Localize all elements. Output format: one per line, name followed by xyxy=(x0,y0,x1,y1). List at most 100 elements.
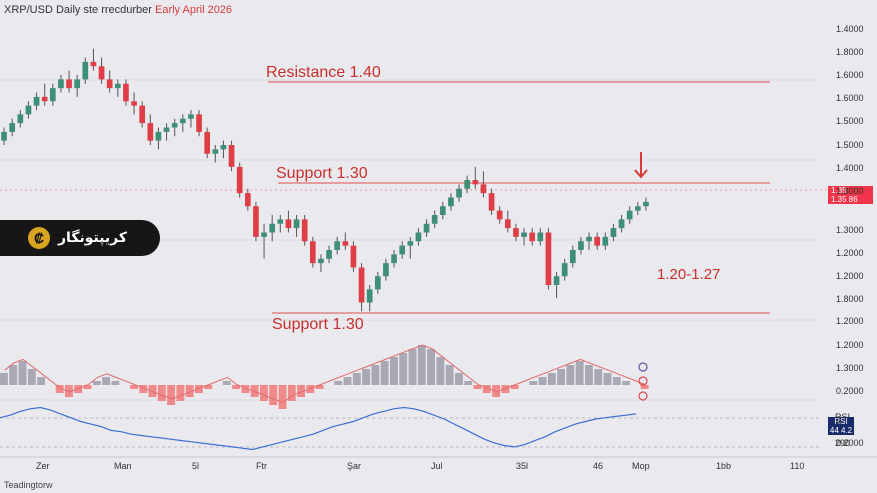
candle-body xyxy=(49,88,56,102)
macd-bar xyxy=(102,377,111,385)
macd-bar xyxy=(139,385,148,393)
x-axis-label: Jul xyxy=(431,461,443,471)
candle-body xyxy=(33,96,40,106)
candle-body xyxy=(634,206,641,211)
candle-body xyxy=(253,206,259,237)
candle-body xyxy=(366,289,373,303)
x-axis-label: 46 xyxy=(593,461,604,471)
candle-body xyxy=(504,219,511,229)
candle-body xyxy=(464,180,471,189)
candle-body xyxy=(163,127,170,132)
rsi-tag-line2: 44 4.2 xyxy=(829,426,853,435)
candle-body xyxy=(188,114,194,119)
candle-body xyxy=(618,219,625,229)
candle-body xyxy=(578,241,584,250)
macd-bar xyxy=(594,369,603,385)
macd-bar xyxy=(612,377,621,385)
macd-bar xyxy=(176,385,185,401)
candle-body xyxy=(293,219,300,229)
price-tag-line1: 1.35 xyxy=(831,186,847,195)
y-axis-label: 1.6000 xyxy=(836,93,864,103)
candle-body xyxy=(212,149,219,154)
candle-body xyxy=(1,131,7,141)
macd-bar xyxy=(566,365,575,385)
support-upper-label: Support 1.30 xyxy=(276,165,368,182)
macd-bar xyxy=(622,381,631,385)
price-tag-line2: 1.35 86 xyxy=(831,195,858,204)
down-arrow-icon xyxy=(634,152,648,179)
candle-body xyxy=(496,210,503,220)
macd-bar xyxy=(473,385,482,389)
macd-bar xyxy=(204,385,213,389)
candle-body xyxy=(643,201,649,207)
candle-body xyxy=(423,223,430,233)
candle-body xyxy=(431,215,438,224)
macd-bar xyxy=(334,381,343,385)
macd-bar xyxy=(585,365,593,385)
macd-bar xyxy=(417,345,426,385)
candle-body xyxy=(277,219,284,224)
macd-bar xyxy=(0,373,8,385)
candle-body xyxy=(439,206,446,215)
candle-body xyxy=(123,83,129,102)
x-axis-label: Мор xyxy=(632,461,650,471)
macd-bar xyxy=(529,381,538,385)
candle-body xyxy=(25,105,32,115)
candle-body xyxy=(480,184,487,194)
macd-bar xyxy=(241,385,250,393)
candle-body xyxy=(58,79,64,89)
macd-bar xyxy=(297,385,306,397)
macd-bar xyxy=(278,385,287,409)
y-axis-label: 1.5000 xyxy=(836,140,864,150)
candle-body xyxy=(529,232,536,242)
macd-bar xyxy=(92,381,101,385)
candle-body xyxy=(301,219,308,242)
candle-body xyxy=(350,245,357,268)
candle-body xyxy=(106,79,113,89)
candle-body xyxy=(545,232,552,285)
y-axis-label: 1.6000 xyxy=(836,70,864,80)
candle-body xyxy=(82,61,89,80)
brand-badge: ₡ کریپتونگار xyxy=(0,220,160,256)
y-axis-label: 0.2000 xyxy=(836,438,864,448)
macd-bar xyxy=(83,385,92,389)
resistance-label: Resistance 1.40 xyxy=(266,64,381,81)
macd-bar xyxy=(269,385,278,405)
x-axis-label: Man xyxy=(114,461,132,471)
y-axis-label: 1.2000 xyxy=(836,340,864,350)
y-axis-label: 1.8000 xyxy=(836,47,864,57)
candle-body xyxy=(179,118,186,124)
candle-body xyxy=(537,232,544,242)
candle-body xyxy=(244,193,251,207)
x-axis-label: 110 xyxy=(790,461,805,471)
macd-bar xyxy=(557,369,566,385)
macd-bar xyxy=(455,373,463,385)
y-axis-label: 1.3000 xyxy=(836,225,864,235)
y-axis-label: 1.2000 xyxy=(836,271,864,281)
rsi-tag-line1: RSI xyxy=(834,417,848,426)
candle-body xyxy=(17,114,24,124)
candle-body xyxy=(569,250,576,264)
macd-bar xyxy=(482,385,491,393)
x-axis-label: 1bb xyxy=(716,461,732,471)
rsi-line xyxy=(0,406,637,451)
macd-bar xyxy=(371,365,380,385)
candle-body xyxy=(326,250,332,259)
brand-logo-icon: ₡ xyxy=(28,227,50,249)
macd-bar xyxy=(55,385,64,393)
x-axis-label: Şar xyxy=(347,461,362,471)
candle-body xyxy=(594,236,601,246)
macd-bar xyxy=(547,373,556,385)
y-axis-label: 1.4000 xyxy=(836,163,864,173)
candle-body xyxy=(415,232,422,242)
macd-bar xyxy=(315,385,324,389)
chart-title-main: XRP/USD Daily ste rrecdurber xyxy=(4,4,152,16)
candle-body xyxy=(74,79,81,89)
x-axis-label: 5l xyxy=(192,461,200,471)
candle-body xyxy=(553,276,560,285)
macd-bar xyxy=(538,377,547,385)
price-tag: 1.35 1.35 86 xyxy=(828,186,873,204)
candle-body xyxy=(220,145,227,150)
rsi-tag: RSI 44 4.2 xyxy=(828,417,854,435)
